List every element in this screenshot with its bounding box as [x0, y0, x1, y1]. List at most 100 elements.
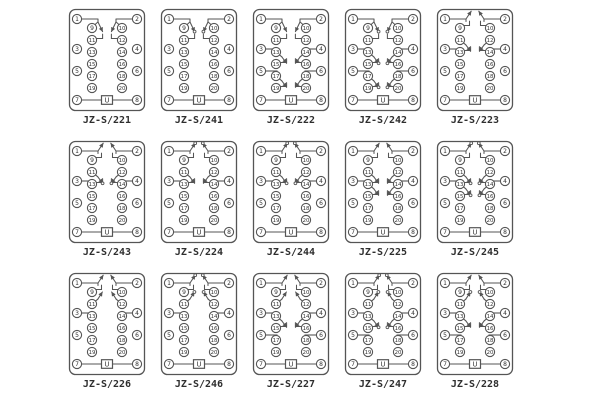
- terminal-9: [362, 154, 374, 166]
- delay-hook-icon: [376, 290, 381, 294]
- terminal-number: 5: [75, 332, 79, 339]
- terminal-number: 18: [119, 74, 126, 80]
- contact-blade: [97, 142, 104, 152]
- terminal-3: [255, 307, 267, 319]
- contact-wire: [186, 21, 191, 26]
- terminal-number: 10: [211, 26, 218, 32]
- terminal-number: 1: [167, 280, 171, 287]
- terminal-number: 18: [211, 74, 218, 80]
- terminal-20: [300, 82, 312, 94]
- terminal-number: 16: [303, 194, 310, 200]
- terminal-7: [163, 226, 175, 238]
- terminal-18: [300, 202, 312, 214]
- terminal-1: [347, 145, 359, 157]
- terminal-5: [255, 329, 267, 341]
- contact-hook: [111, 152, 119, 159]
- terminal-5: [71, 65, 83, 77]
- terminal-number: 11: [457, 302, 464, 308]
- terminal-14: [116, 310, 128, 322]
- terminal-number: 15: [181, 194, 188, 200]
- terminal-number: 3: [259, 178, 263, 185]
- terminal-number: 4: [411, 178, 415, 185]
- terminal-17: [270, 202, 282, 214]
- terminal-7: [71, 94, 83, 106]
- terminal-14: [208, 310, 220, 322]
- contact-blade: [386, 142, 393, 152]
- terminal-10: [300, 286, 312, 298]
- terminal-15: [178, 322, 190, 334]
- terminal-5: [347, 65, 359, 77]
- coil-label: U: [197, 96, 202, 104]
- terminal-number: 11: [89, 302, 96, 308]
- terminal-13: [362, 310, 374, 322]
- terminal-5: [71, 329, 83, 341]
- delay-hook-icon: [192, 290, 197, 294]
- terminal-18: [208, 334, 220, 346]
- terminal-number: 5: [259, 332, 263, 339]
- diagram-label: JZ-S/226: [82, 379, 132, 390]
- contact-wire: [278, 21, 283, 26]
- terminal-20: [300, 214, 312, 226]
- terminal-number: 18: [487, 74, 494, 80]
- terminal-number: 10: [395, 290, 402, 296]
- terminal-number: 1: [351, 148, 355, 155]
- delay-hook-icon: [201, 29, 206, 34]
- terminal-9: [178, 22, 190, 34]
- terminal-2: [499, 277, 511, 289]
- terminal-number: 20: [119, 350, 126, 356]
- coil-box: [192, 227, 206, 237]
- terminal-number: 16: [119, 194, 126, 200]
- terminal-number: 11: [181, 38, 188, 44]
- relay-diagram: U 1 3 5 7 2 4 6 8 9 11 13 15 17 19 10 12 14 16 18 20 JZ-S/246: [160, 272, 238, 391]
- terminal-15: [362, 58, 374, 70]
- terminal-8: [131, 226, 143, 238]
- terminal-number: 2: [411, 280, 415, 287]
- terminal-number: 13: [89, 314, 96, 320]
- contact-blade: [294, 320, 301, 328]
- diagram-label: JZ-S/243: [82, 247, 132, 258]
- terminal-13: [362, 178, 374, 190]
- terminal-7: [347, 358, 359, 370]
- terminal-number: 17: [89, 74, 96, 80]
- terminal-number: 12: [211, 38, 218, 44]
- terminal-7: [71, 226, 83, 238]
- terminal-number: 5: [351, 332, 355, 339]
- contact-blade: [386, 176, 393, 184]
- terminal-number: 15: [457, 194, 464, 200]
- terminal-number: 19: [89, 350, 96, 356]
- terminal-number: 2: [503, 148, 507, 155]
- delay-hook-icon: [376, 325, 381, 330]
- terminal-8: [407, 358, 419, 370]
- delay-hook-icon: [293, 181, 298, 186]
- terminal-14: [208, 178, 220, 190]
- terminal-6: [131, 65, 143, 77]
- terminal-number: 3: [167, 46, 171, 53]
- terminal-20: [392, 82, 404, 94]
- delay-hook-icon: [193, 141, 198, 146]
- terminal-8: [499, 226, 511, 238]
- terminal-number: 17: [457, 338, 464, 344]
- terminal-15: [362, 190, 374, 202]
- terminal-2: [131, 277, 143, 289]
- coil-label: U: [473, 360, 478, 368]
- terminal-19: [86, 346, 98, 358]
- terminal-20: [392, 346, 404, 358]
- contact-wire: [94, 21, 99, 26]
- terminal-20: [116, 82, 128, 94]
- contact-hook: [95, 284, 103, 291]
- terminal-4: [499, 175, 511, 187]
- terminal-number: 3: [351, 310, 355, 317]
- contact-hook: [187, 284, 195, 291]
- socket-outline: [160, 272, 238, 376]
- terminal-16: [116, 322, 128, 334]
- terminal-number: 11: [457, 170, 464, 176]
- relay-diagram: U 1 3 5 7 2 4 6 8 9 11 13 15 17 19 10 12 14 16 18 20 JZ-S/242: [344, 8, 422, 127]
- terminal-16: [208, 322, 220, 334]
- terminal-number: 20: [487, 350, 494, 356]
- terminal-17: [454, 202, 466, 214]
- terminal-number: 11: [273, 170, 280, 176]
- coil-box: [100, 227, 114, 237]
- terminal-number: 15: [181, 62, 188, 68]
- contact-hook: [202, 33, 211, 40]
- terminal-number: 6: [135, 332, 139, 339]
